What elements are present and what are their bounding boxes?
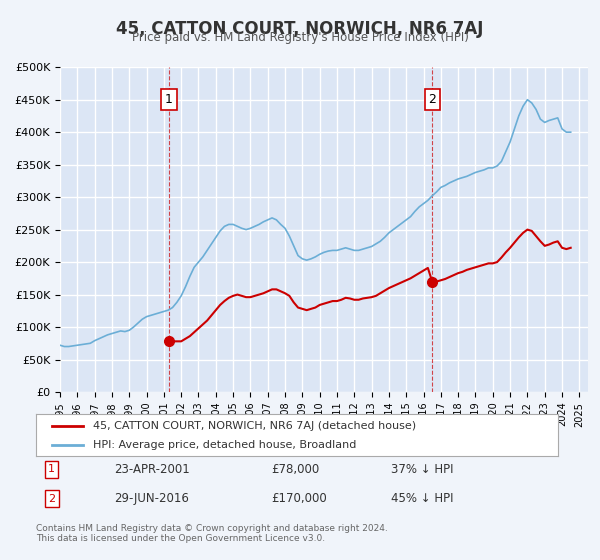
Text: 37% ↓ HPI: 37% ↓ HPI xyxy=(391,463,454,476)
Text: HPI: Average price, detached house, Broadland: HPI: Average price, detached house, Broa… xyxy=(94,440,357,450)
Text: 45, CATTON COURT, NORWICH, NR6 7AJ: 45, CATTON COURT, NORWICH, NR6 7AJ xyxy=(116,20,484,38)
Text: Contains HM Land Registry data © Crown copyright and database right 2024.
This d: Contains HM Land Registry data © Crown c… xyxy=(36,524,388,543)
Text: 2: 2 xyxy=(48,494,55,504)
Text: 29-JUN-2016: 29-JUN-2016 xyxy=(114,492,189,505)
Text: £78,000: £78,000 xyxy=(271,463,319,476)
Text: 45, CATTON COURT, NORWICH, NR6 7AJ (detached house): 45, CATTON COURT, NORWICH, NR6 7AJ (deta… xyxy=(94,421,416,431)
Text: Price paid vs. HM Land Registry's House Price Index (HPI): Price paid vs. HM Land Registry's House … xyxy=(131,31,469,44)
Text: £170,000: £170,000 xyxy=(271,492,326,505)
Text: 23-APR-2001: 23-APR-2001 xyxy=(114,463,190,476)
Text: 45% ↓ HPI: 45% ↓ HPI xyxy=(391,492,454,505)
Text: 2: 2 xyxy=(428,93,436,106)
Text: 1: 1 xyxy=(48,464,55,474)
Text: 1: 1 xyxy=(165,93,173,106)
